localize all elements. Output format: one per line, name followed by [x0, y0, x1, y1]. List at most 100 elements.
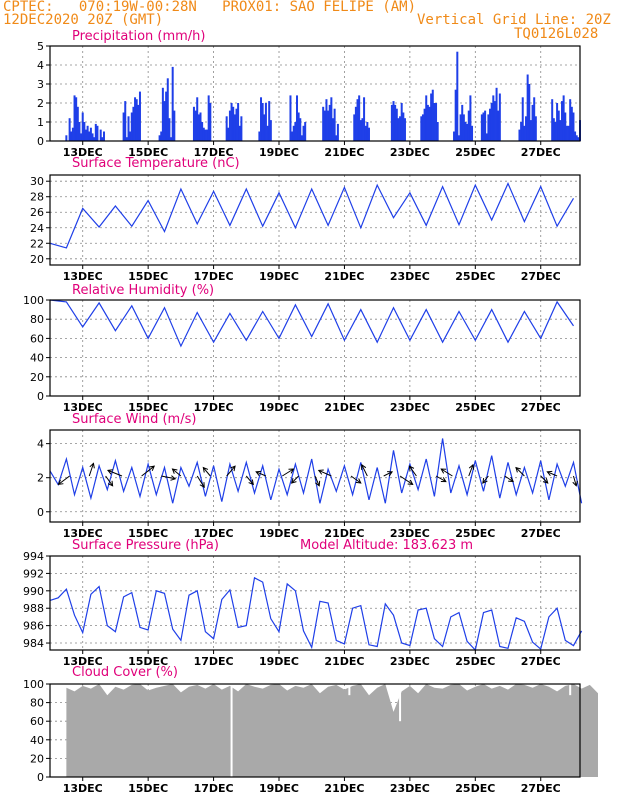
precip-bar: [570, 106, 573, 141]
precip-bar: [209, 103, 212, 141]
precip-bar: [304, 122, 307, 141]
panel-title: Surface Wind (m/s): [72, 412, 196, 427]
precip-bar: [327, 110, 330, 141]
precip-bar: [493, 101, 496, 141]
wind-arrow: [515, 467, 525, 477]
precip-bar: [485, 133, 488, 141]
precip-bar: [526, 74, 529, 141]
precip-bar: [197, 114, 200, 141]
x-tick-label: 25DEC: [455, 401, 495, 414]
panel-frame: [49, 299, 581, 397]
precip-bar: [261, 103, 264, 141]
precip-bar: [392, 101, 395, 141]
precip-bar: [137, 104, 140, 141]
precip-bar: [430, 93, 433, 141]
precip-bar: [227, 127, 230, 141]
y-tick-label: 80: [30, 313, 44, 326]
precip-bar: [400, 103, 403, 141]
wind-arrow: [435, 475, 447, 483]
y-tick-label: 26: [30, 206, 44, 219]
precip-bar: [194, 110, 197, 141]
precip-bar: [487, 114, 490, 141]
x-tick-label: 13DEC: [63, 401, 103, 414]
wind-arrow: [468, 464, 474, 477]
y-tick-label: 0: [37, 771, 44, 784]
precip-bar: [561, 101, 564, 141]
x-tick-label: 21DEC: [324, 270, 364, 283]
precip-bar: [328, 104, 331, 141]
precip-bar: [166, 78, 169, 141]
precip-bar: [420, 116, 423, 141]
precip-bar: [464, 122, 467, 141]
precip-bar: [353, 114, 356, 141]
precip-bar: [268, 101, 271, 141]
wind-arrow: [58, 475, 70, 485]
wind-arrow-head: [149, 465, 156, 471]
precip-bar: [569, 99, 572, 141]
wind-arrow: [88, 463, 94, 477]
y-tick-label: 30: [30, 175, 44, 188]
precip-bar: [461, 104, 464, 141]
precip-bar: [402, 112, 405, 141]
wind-arrow: [383, 471, 393, 477]
x-tick-label: 23DEC: [390, 655, 430, 668]
precip-bar: [574, 131, 577, 141]
precip-bar: [551, 99, 554, 141]
wind-arrow: [255, 471, 267, 477]
cloud-gap: [348, 684, 351, 696]
series-line: [49, 438, 583, 504]
precip-bar: [266, 125, 269, 141]
series-line: [49, 576, 583, 652]
precip-bar: [425, 95, 428, 141]
precip-bar: [88, 131, 91, 141]
precip-bar: [99, 129, 102, 141]
wind-arrow: [282, 468, 294, 477]
panel-frame: [49, 555, 581, 651]
wind-arrow-head: [288, 468, 295, 474]
precip-bar: [330, 97, 333, 141]
wind-arrow-head: [440, 477, 447, 483]
wind-arrow-head: [171, 468, 178, 474]
y-tick-label: 990: [23, 585, 44, 598]
y-tick-label: 60: [30, 332, 44, 345]
precip-bar: [567, 125, 570, 141]
x-tick-label: 23DEC: [390, 527, 430, 540]
precip-bar: [70, 131, 73, 141]
wind-arrow: [141, 465, 155, 477]
precipitation-panel: [46, 45, 581, 145]
precip-bar: [294, 122, 297, 141]
x-tick-label: 17DEC: [194, 146, 234, 159]
precip-bar: [466, 123, 469, 141]
precip-bar: [132, 106, 135, 141]
x-tick-label: 19DEC: [259, 527, 299, 540]
x-tick-label: 19DEC: [259, 401, 299, 414]
precip-bar: [572, 112, 575, 141]
precip-bar: [490, 103, 493, 141]
precip-bar: [431, 89, 434, 141]
precip-bar: [96, 125, 99, 141]
y-tick-label: 4: [37, 59, 44, 72]
x-tick-label: 17DEC: [194, 782, 234, 795]
precip-bar: [467, 110, 470, 141]
x-tick-label: 27DEC: [521, 401, 561, 414]
precip-bar: [84, 129, 87, 141]
panel-title: Cloud Cover (%): [72, 665, 178, 680]
precip-bar: [94, 123, 97, 141]
precip-bar: [228, 110, 231, 141]
precip-bar: [335, 135, 338, 141]
precip-bar: [361, 118, 364, 141]
y-tick-label: 100: [23, 678, 44, 691]
wind-arrow: [440, 468, 453, 477]
wind-arrow-head: [482, 477, 488, 484]
cloud-gap: [230, 684, 233, 777]
y-tick-label: 60: [30, 715, 44, 728]
precip-bar: [204, 129, 207, 141]
wind-arrow: [547, 471, 558, 477]
x-tick-label: 17DEC: [194, 401, 234, 414]
precip-bar: [556, 103, 559, 141]
wind-arrow: [504, 475, 514, 483]
precip-bar: [525, 116, 528, 141]
wind-arrow-head: [387, 471, 394, 477]
y-tick-label: 4: [37, 438, 44, 451]
precip-bar: [80, 133, 83, 141]
